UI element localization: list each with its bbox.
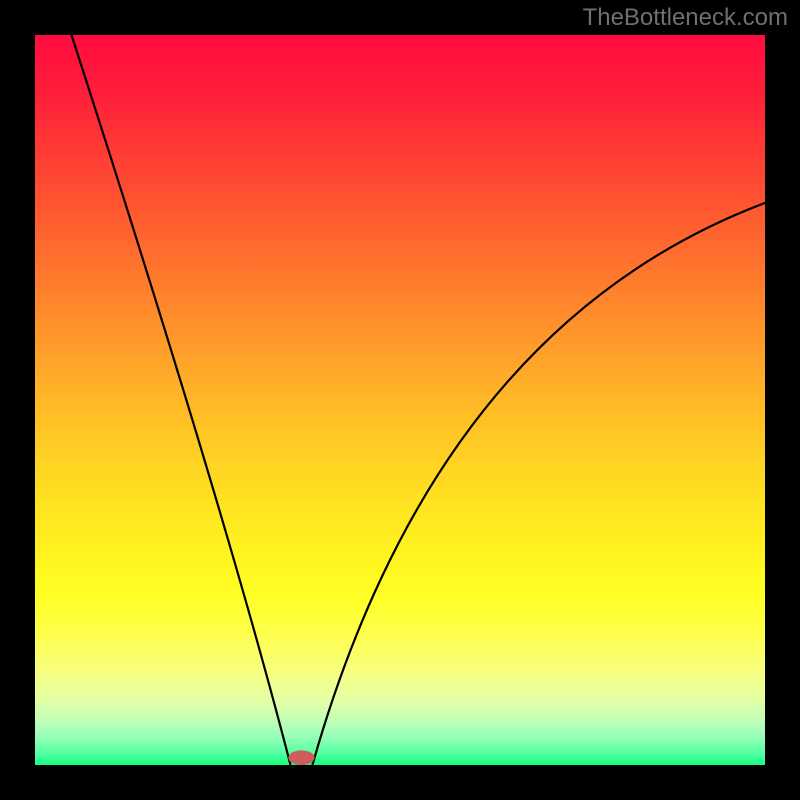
left-curve — [72, 35, 291, 765]
right-curve — [312, 203, 765, 765]
chart-svg — [0, 0, 800, 800]
figure-container: TheBottleneck.com — [0, 0, 800, 800]
bottleneck-marker — [288, 750, 314, 765]
watermark-text: TheBottleneck.com — [583, 4, 788, 32]
